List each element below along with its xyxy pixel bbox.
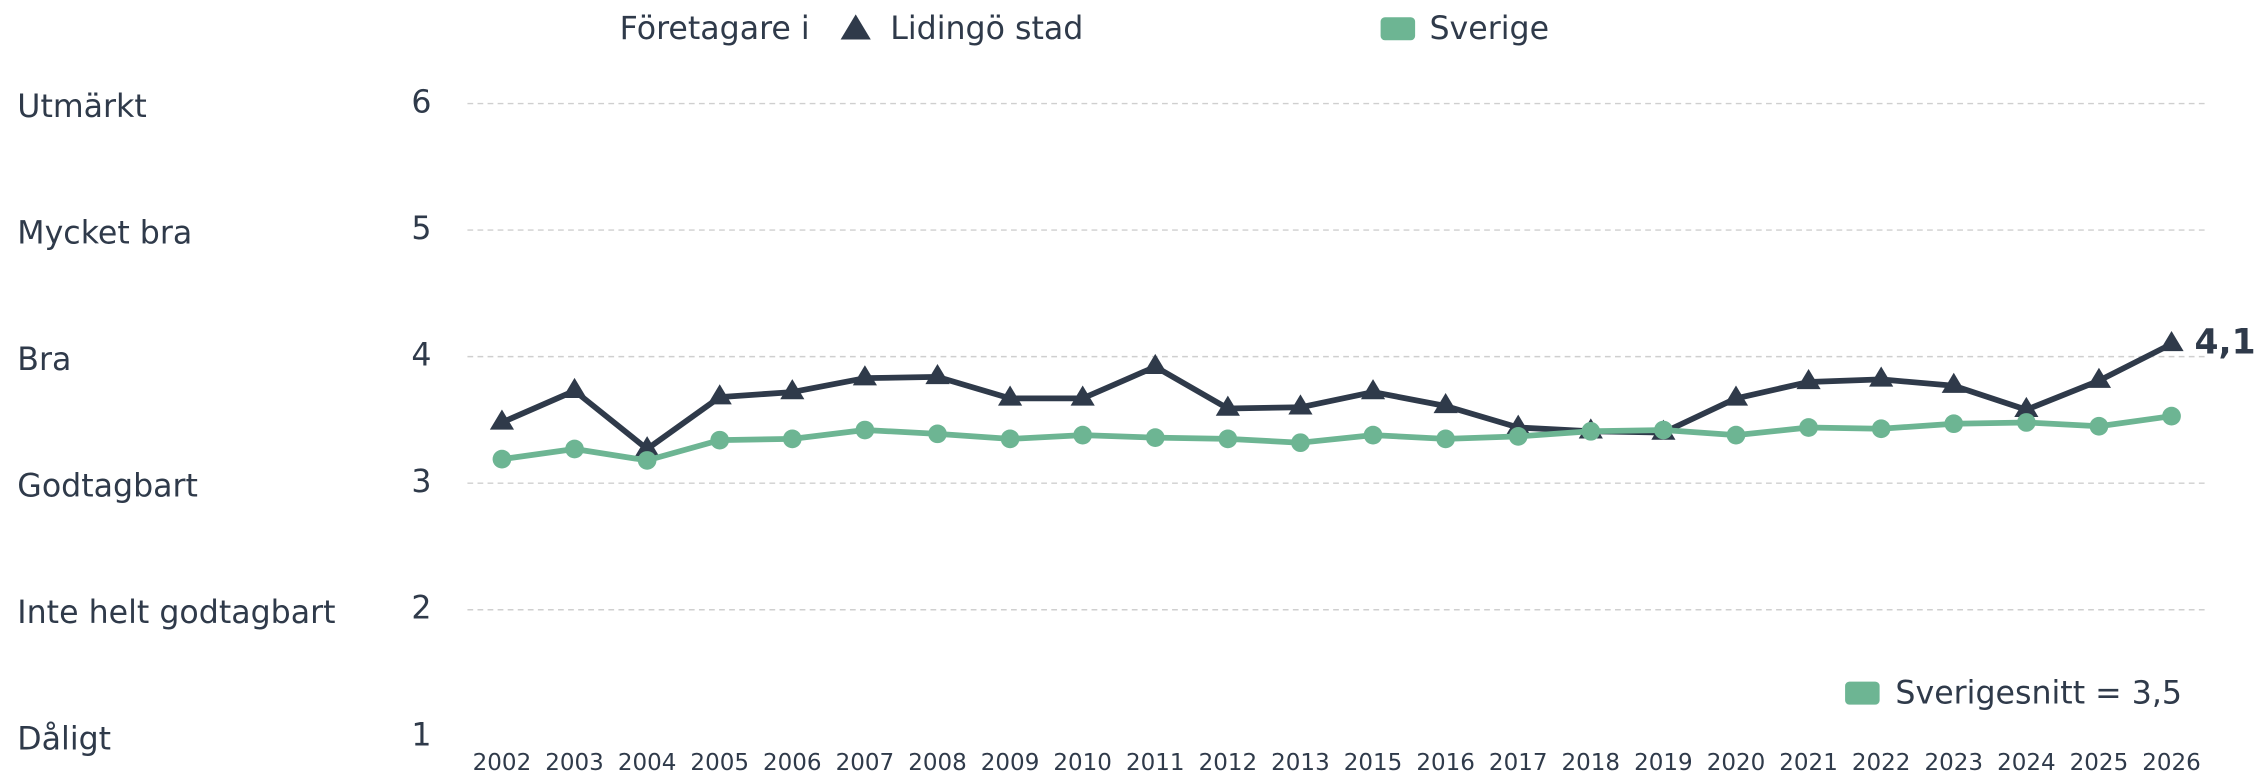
marker [1508, 427, 1528, 446]
y-category-label: Dåligt [17, 721, 111, 758]
x-tick-label: 2007 [836, 750, 895, 776]
y-tick-label: 2 [411, 591, 431, 627]
x-tick-label: 2003 [545, 750, 604, 776]
x-tick-label: 2021 [1779, 750, 1838, 776]
x-tick-label: 2010 [1053, 750, 1112, 776]
marker [562, 377, 587, 398]
x-tick-label: 2020 [1707, 750, 1766, 776]
x-tick-label: 2008 [908, 750, 967, 776]
marker [925, 363, 950, 385]
x-tick-label: 2012 [1199, 750, 1258, 776]
marker [1944, 414, 1964, 434]
marker [1433, 393, 1458, 414]
x-tick-label: 2024 [1997, 750, 2056, 776]
x-tick-label: 2009 [981, 750, 1040, 776]
x-tick-label: 2013 [1271, 750, 1330, 776]
y-category-label: Inte helt godtagbart [17, 595, 335, 631]
y-category-label: Mycket bra [17, 215, 192, 251]
marker [637, 451, 657, 470]
legend-marker [1380, 17, 1416, 41]
x-tick-label: 2004 [618, 750, 677, 776]
marker [1723, 385, 1749, 406]
marker [852, 365, 877, 386]
x-tick-label: 2002 [473, 750, 532, 776]
marker [1288, 394, 1313, 415]
x-tick-label: 2018 [1562, 750, 1621, 776]
y-category-label: Utmärkt [17, 89, 146, 125]
marker [1070, 385, 1095, 406]
x-tick-label: 2023 [1924, 750, 1983, 776]
annotation: Sverigesnitt = 3,5 [1895, 676, 2182, 712]
marker [2086, 367, 2112, 388]
marker [1941, 372, 1966, 393]
series-line [500, 341, 2173, 452]
marker [855, 420, 875, 440]
marker [707, 384, 732, 405]
legend-prefix: Företagare i [620, 11, 810, 47]
y-category-label: Godtagbart [17, 469, 198, 505]
marker [1796, 369, 1821, 390]
marker [997, 385, 1023, 406]
marker [2014, 396, 2039, 417]
y-tick-label: 1 [411, 717, 431, 753]
marker [1218, 429, 1238, 449]
marker [2017, 413, 2036, 432]
x-tick-label: 2006 [763, 750, 822, 776]
marker [1871, 419, 1891, 439]
x-tick-label: 2019 [1634, 750, 1693, 776]
marker [1143, 353, 1168, 374]
x-tick-label: 2026 [2142, 750, 2201, 776]
marker [1215, 395, 1240, 416]
marker [780, 379, 805, 400]
marker [1073, 425, 1093, 445]
marker [1654, 420, 1673, 440]
legend-label: Lidingö stad [890, 11, 1083, 47]
marker [1000, 429, 1020, 449]
y-category-label: Bra [17, 342, 71, 378]
marker [1291, 433, 1310, 453]
x-tick-label: 2022 [1852, 750, 1911, 776]
marker [2162, 406, 2181, 426]
marker [1581, 421, 1601, 441]
x-tick-label: 2016 [1416, 750, 1475, 776]
y-tick-label: 3 [411, 464, 431, 500]
legend-label: Sverige [1429, 11, 1549, 47]
marker [489, 409, 515, 430]
series-line [501, 413, 2172, 464]
marker [492, 449, 512, 469]
marker [1363, 425, 1383, 445]
marker [1726, 425, 1746, 445]
marker [565, 439, 584, 459]
marker [635, 436, 660, 457]
y-tick-label: 5 [411, 211, 431, 247]
annotation-swatch [1845, 681, 1880, 705]
marker [1869, 366, 1894, 387]
x-tick-label: 2017 [1489, 750, 1548, 776]
marker [2159, 331, 2184, 352]
marker [1799, 418, 1818, 437]
end-label: 4,1 [2195, 322, 2255, 362]
x-tick-label: 2005 [690, 750, 749, 776]
x-tick-label: 2011 [1126, 750, 1185, 776]
marker [782, 429, 802, 449]
marker [928, 424, 947, 444]
legend-marker [840, 14, 871, 40]
y-tick-label: 6 [411, 85, 431, 121]
marker [1436, 429, 1455, 449]
marker [1360, 379, 1386, 400]
marker [2089, 416, 2109, 436]
x-tick-label: 2015 [1344, 750, 1403, 776]
marker [710, 430, 730, 450]
y-tick-label: 4 [411, 338, 431, 374]
x-tick-label: 2025 [2070, 750, 2129, 776]
marker [1145, 428, 1165, 447]
